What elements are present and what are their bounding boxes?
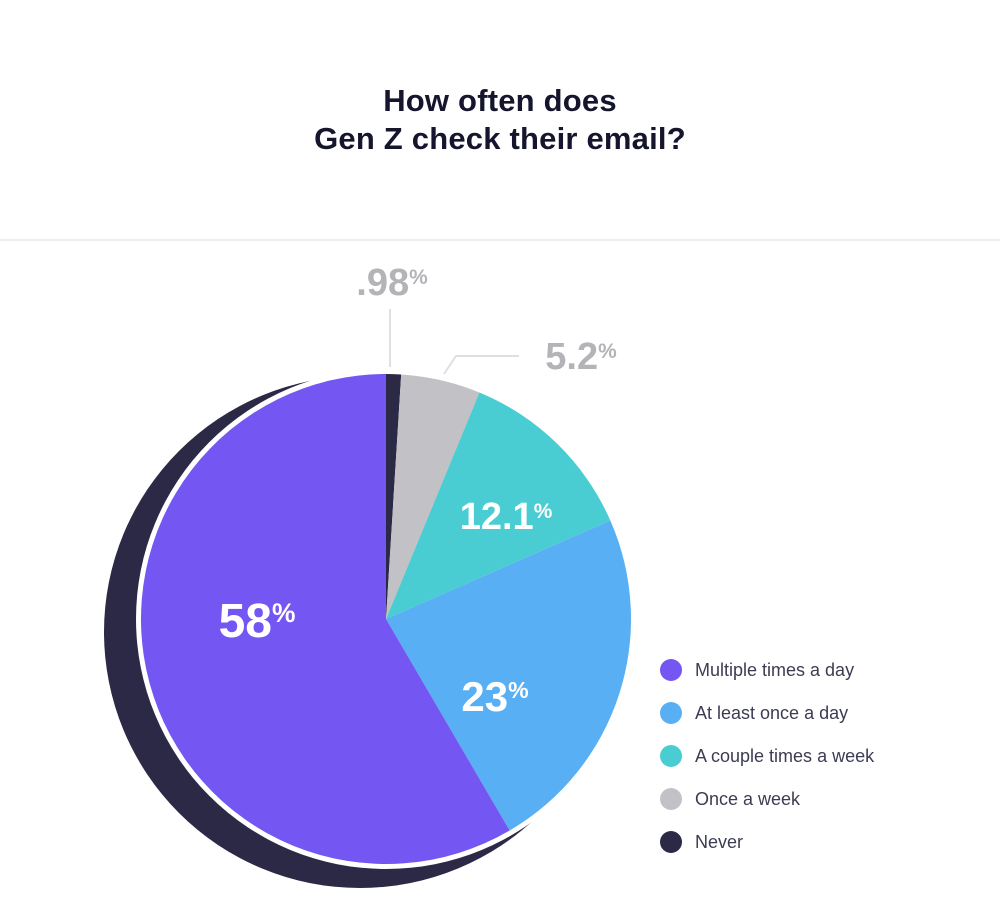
chart-title-line1: How often does	[383, 83, 617, 118]
slice-number: 12.1	[459, 496, 534, 538]
percent-sign: %	[508, 677, 529, 704]
pie	[140, 373, 631, 865]
percent-sign: %	[409, 265, 428, 289]
slice-number: 58	[218, 595, 272, 648]
callout-never-number: .98	[356, 262, 410, 304]
percent-sign: %	[598, 339, 617, 363]
section-divider	[0, 239, 1000, 241]
legend-label: At least once a day	[695, 702, 849, 723]
slice-number: 23	[461, 673, 509, 720]
percent-sign: %	[271, 598, 296, 629]
legend-label: Once a week	[695, 788, 801, 809]
slice-value-a-couple-times-a-week: 12.1%	[460, 498, 553, 536]
legend: Multiple times a day At least once a day…	[660, 658, 874, 854]
legend-swatch-icon	[660, 745, 682, 767]
legend-item-at-least-once-a-day: At least once a day	[660, 701, 874, 725]
legend-label: Never	[695, 831, 744, 852]
leader-line-once-a-week	[443, 355, 519, 375]
legend-swatch-icon	[660, 788, 682, 810]
legend-swatch-icon	[660, 702, 682, 724]
pie-slice-at-least-once-a-day	[386, 520, 631, 831]
chart-title: How often does Gen Z check their email?	[0, 82, 1000, 158]
slice-value-at-least-once-a-day: 23%	[461, 676, 528, 718]
slice-value-multiple-times-a-day: 58%	[219, 598, 296, 646]
pie-slice-a-couple-times-a-week	[386, 392, 611, 619]
chart-title-line2: Gen Z check their email?	[314, 121, 686, 156]
pie-slice-once-a-week	[386, 374, 480, 619]
legend-label: Multiple times a day	[695, 659, 855, 680]
legend-swatch-icon	[660, 659, 682, 681]
callout-once-a-week-number: 5.2	[545, 336, 599, 378]
legend-item-a-couple-times-a-week: A couple times a week	[660, 744, 874, 768]
legend-item-never: Never	[660, 830, 874, 854]
pie-slice-never	[386, 374, 402, 619]
callout-value-once-a-week: 5.2%	[545, 338, 616, 376]
legend-label: A couple times a week	[695, 745, 875, 766]
legend-swatch-icon	[660, 831, 682, 853]
pie-slice-multiple-times-a-day	[140, 373, 510, 865]
legend-item-once-a-week: Once a week	[660, 787, 874, 811]
callout-value-never: .98%	[356, 264, 427, 302]
legend-item-multiple-times-a-day: Multiple times a day	[660, 658, 874, 682]
percent-sign: %	[533, 499, 553, 523]
